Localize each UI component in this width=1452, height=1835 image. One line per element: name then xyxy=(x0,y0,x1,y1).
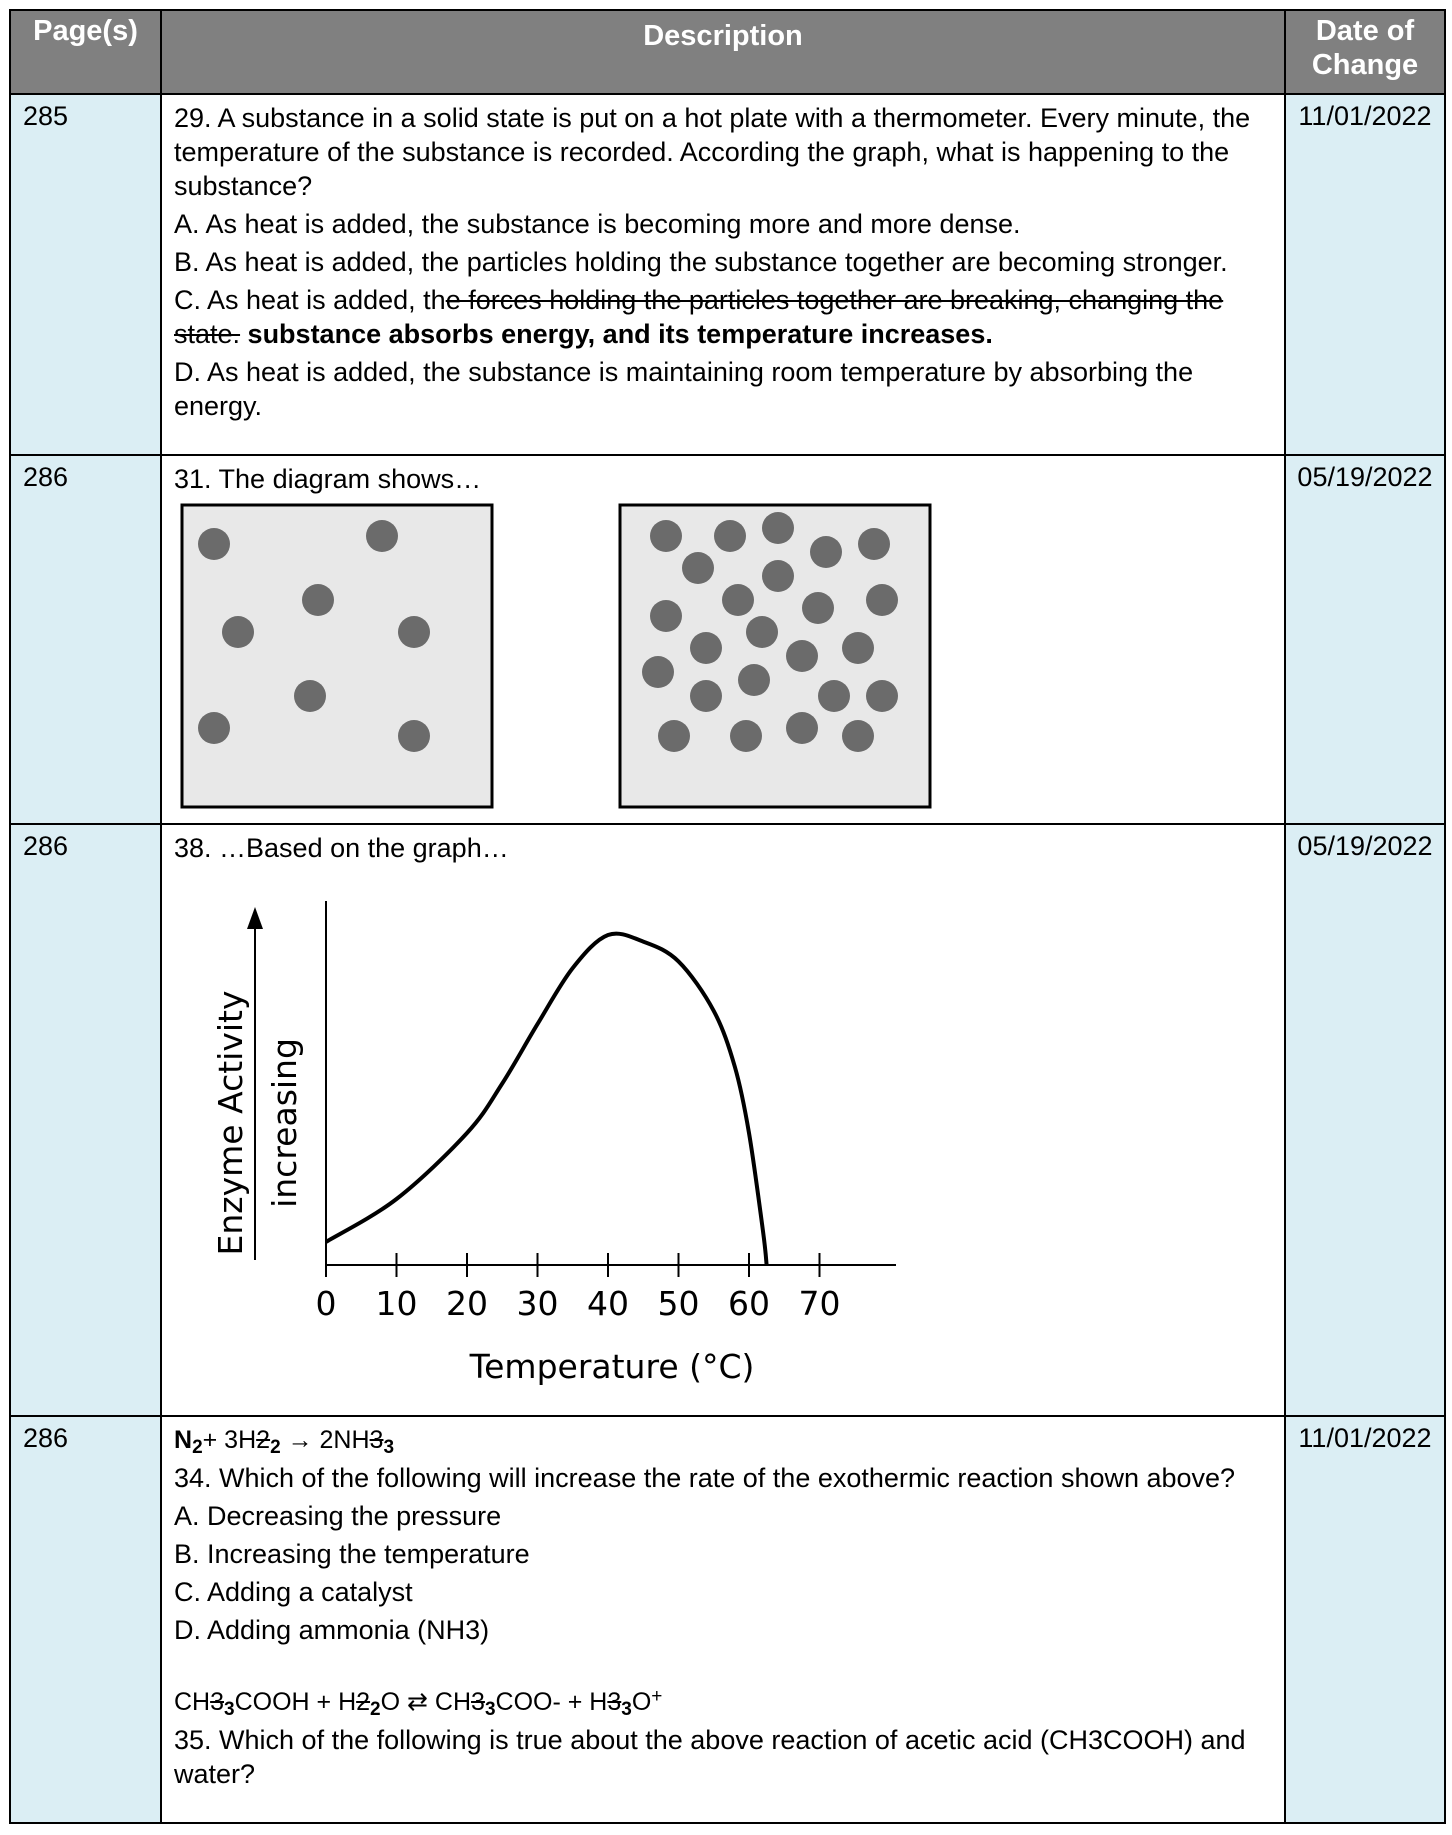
enzyme-activity-chart: Enzyme Activity increasing 0 10 20 30 40 50 60… xyxy=(211,901,896,1386)
particle xyxy=(802,592,834,624)
particle xyxy=(722,584,754,616)
particle xyxy=(786,640,818,672)
row-date: 11/01/2022 xyxy=(1284,93,1446,456)
row-page: 285 xyxy=(9,93,162,456)
y-arrow-head xyxy=(247,907,263,929)
chart-arrow-label: increasing xyxy=(265,1038,304,1208)
particle-box-sparse xyxy=(180,503,494,809)
particle xyxy=(650,520,682,552)
particle xyxy=(690,632,722,664)
header-description: Description xyxy=(160,9,1286,95)
option-d: D. Adding ammonia (NH3) xyxy=(174,1615,490,1645)
option-b: B. As heat is added, the particles holdi… xyxy=(174,247,1228,277)
table-row: 286 38. …Based on the graph… Enzyme Acti… xyxy=(9,823,1446,1417)
row-page: 286 xyxy=(9,1415,162,1824)
particle xyxy=(690,680,722,712)
option-d: D. As heat is added, the substance is ma… xyxy=(174,357,1194,421)
particle xyxy=(842,632,874,664)
row-date: 05/19/2022 xyxy=(1284,454,1446,825)
x-tick-label: 40 xyxy=(587,1284,629,1323)
question-29: 29. A substance in a solid state is put … xyxy=(174,103,1251,201)
table-row: 286 31. The diagram shows… 05/19/2022 xyxy=(9,454,1446,825)
particle xyxy=(810,536,842,568)
series-line xyxy=(324,931,769,1266)
option-a: A. Decreasing the pressure xyxy=(174,1501,502,1531)
particle xyxy=(746,616,778,648)
x-ticks: 0 10 20 30 40 50 60 70 xyxy=(316,1253,841,1323)
particle xyxy=(294,680,326,712)
row-description: 38. …Based on the graph… Enzyme Activity… xyxy=(160,823,1286,1417)
particle xyxy=(302,584,334,616)
x-tick-label: 10 xyxy=(376,1284,418,1323)
row-date: 05/19/2022 xyxy=(1284,823,1446,1417)
particle xyxy=(858,528,890,560)
particle xyxy=(762,512,794,544)
option-c-deleted-text: e forces holding the particles together … xyxy=(174,285,1224,349)
particle xyxy=(198,528,230,560)
row-description: 31. The diagram shows… xyxy=(160,454,1286,825)
header-date: Date of Change xyxy=(1284,9,1446,95)
row-description: 29. A substance in a solid state is put … xyxy=(160,93,1286,456)
x-tick-label: 0 xyxy=(316,1284,337,1323)
question-34: 34. Which of the following will increase… xyxy=(174,1463,1236,1493)
table-row: 286 N2+ 3H22 → 2NH33 34. Which of the fo… xyxy=(9,1415,1446,1824)
question-31: 31. The diagram shows… xyxy=(174,464,482,494)
x-tick-label: 50 xyxy=(658,1284,700,1323)
row-page: 286 xyxy=(9,454,162,825)
particle xyxy=(398,616,430,648)
x-tick-label: 30 xyxy=(517,1284,559,1323)
particle xyxy=(714,520,746,552)
row-date: 11/01/2022 xyxy=(1284,1415,1446,1824)
particle xyxy=(366,520,398,552)
equation-acetic-acid: CH33COOH + H22O ⇄ CH33COO- + H33O+ xyxy=(174,1686,663,1720)
particle xyxy=(730,720,762,752)
particle xyxy=(842,720,874,752)
particle xyxy=(738,664,770,696)
blank-line xyxy=(174,1651,1274,1685)
equation-ammonia: N2+ 3H22 → 2NH33 xyxy=(174,1426,395,1458)
particle xyxy=(818,680,850,712)
particle-diagram xyxy=(180,503,932,809)
particles-dense xyxy=(642,512,898,752)
particle xyxy=(866,680,898,712)
option-a: A. As heat is added, the substance is be… xyxy=(174,209,1021,239)
option-c-inserted-text: substance absorbs energy, and its temper… xyxy=(240,319,993,349)
particle xyxy=(398,720,430,752)
question-35: 35. Which of the following is true about… xyxy=(174,1725,1246,1789)
header-pages: Page(s) xyxy=(9,9,162,95)
particle xyxy=(682,552,714,584)
particle xyxy=(762,560,794,592)
x-tick-label: 60 xyxy=(728,1284,770,1323)
table-row: 285 29. A substance in a solid state is … xyxy=(9,93,1446,456)
option-b: B. Increasing the temperature xyxy=(174,1539,530,1569)
change-log-table: Page(s) Description Date of Change 285 2… xyxy=(9,9,1446,1824)
particle xyxy=(786,712,818,744)
x-tick-label: 70 xyxy=(799,1284,841,1323)
particles-sparse xyxy=(198,520,430,752)
x-tick-label: 20 xyxy=(446,1284,488,1323)
particle xyxy=(222,616,254,648)
particle xyxy=(650,600,682,632)
question-38: 38. …Based on the graph… xyxy=(174,833,509,863)
particle xyxy=(866,584,898,616)
row-page: 286 xyxy=(9,823,162,1417)
option-c: C. As heat is added, the forces holding … xyxy=(174,283,1274,351)
chart-ylabel: Enzyme Activity xyxy=(211,991,250,1256)
option-c-prefix: C. As heat is added, th xyxy=(174,285,446,315)
particle xyxy=(642,656,674,688)
particle xyxy=(198,712,230,744)
option-c: C. Adding a catalyst xyxy=(174,1577,413,1607)
chart-xlabel: Temperature (°C) xyxy=(469,1347,755,1386)
header-row: Page(s) Description Date of Change xyxy=(9,9,1446,95)
particle xyxy=(658,720,690,752)
row-description: N2+ 3H22 → 2NH33 34. Which of the follow… xyxy=(160,1415,1286,1824)
